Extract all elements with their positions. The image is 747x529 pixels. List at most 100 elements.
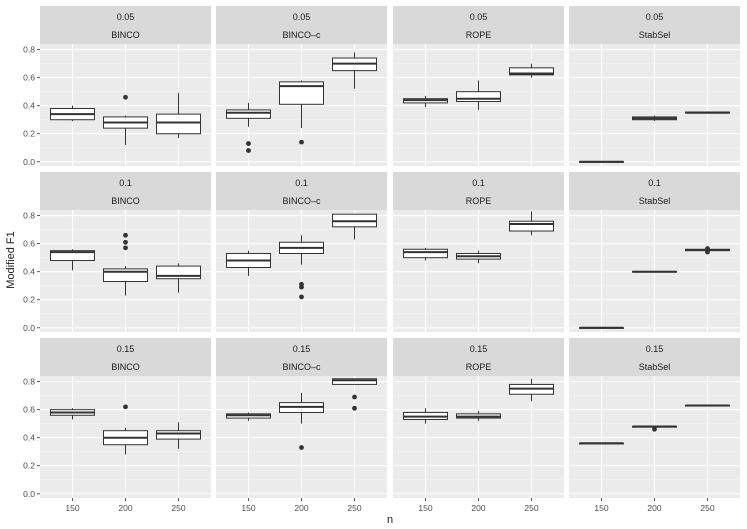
outlier-point bbox=[123, 245, 128, 251]
x-tick-label: 150 bbox=[418, 503, 432, 513]
outlier-point bbox=[652, 426, 657, 432]
panel-0.15-rope: 0.15 ROPE 150 200 250 bbox=[393, 338, 564, 513]
y-tick-label: 0.2 bbox=[23, 295, 35, 305]
panel-0.05-bincoc: 0.05 BINCO–c bbox=[216, 6, 387, 166]
panel-0.1-bincoc: 0.1 BINCO–c bbox=[216, 172, 387, 332]
facet-strip-row-label: 0.05 bbox=[117, 12, 135, 22]
box-150 bbox=[402, 408, 448, 424]
x-tick-label: 250 bbox=[347, 503, 361, 513]
outlier-point bbox=[299, 139, 304, 145]
box-iqr bbox=[225, 109, 271, 119]
box-250 bbox=[156, 422, 202, 449]
box-250 bbox=[509, 63, 555, 78]
facet-strip-method-label: BINCO–c bbox=[282, 30, 321, 40]
box-200 bbox=[456, 250, 501, 264]
facet-strip bbox=[393, 172, 564, 210]
box-iqr bbox=[332, 378, 378, 385]
facet-strip-row-label: 0.15 bbox=[117, 344, 135, 354]
facet-strip bbox=[40, 6, 211, 44]
x-tick-label: 200 bbox=[471, 503, 485, 513]
facet-strip-row-label: 0.05 bbox=[293, 12, 311, 22]
x-tick-label: 150 bbox=[594, 503, 608, 513]
box-150 bbox=[49, 408, 95, 420]
panel-0.05-stabsel: 0.05 StabSel bbox=[569, 6, 740, 166]
facet-strip bbox=[216, 338, 387, 376]
panel-0.05-rope: 0.05 ROPE bbox=[393, 6, 564, 166]
facet-strip-method-label: BINCO bbox=[111, 30, 140, 40]
box-250 bbox=[685, 111, 731, 114]
facet-strip bbox=[216, 172, 387, 210]
box-200 bbox=[103, 404, 148, 455]
box-150 bbox=[578, 442, 624, 445]
y-tick-label: 0.2 bbox=[23, 461, 35, 471]
box-iqr bbox=[49, 250, 95, 261]
outlier-point bbox=[123, 404, 128, 410]
box-200 bbox=[279, 392, 324, 450]
box-150 bbox=[402, 247, 448, 261]
y-tick-label: 0.8 bbox=[23, 45, 35, 55]
y-tick-label: 0.4 bbox=[23, 101, 35, 111]
y-tick-label: 0.6 bbox=[23, 405, 35, 415]
box-250 bbox=[156, 93, 202, 138]
facet-strip bbox=[393, 338, 564, 376]
facet-strip-row-label: 0.15 bbox=[470, 344, 488, 354]
box-iqr bbox=[456, 91, 501, 102]
facet-strip bbox=[569, 172, 740, 210]
x-tick-label: 200 bbox=[647, 503, 661, 513]
y-tick-label: 0.0 bbox=[23, 157, 35, 167]
facet-strip-row-label: 0.1 bbox=[119, 178, 132, 188]
y-tick-label: 0.2 bbox=[23, 129, 35, 139]
outlier-point bbox=[123, 239, 128, 245]
facet-strip-method-label: ROPE bbox=[466, 362, 492, 372]
y-tick-label: 0.8 bbox=[23, 377, 35, 387]
box-200 bbox=[279, 235, 324, 300]
facet-strip-method-label: BINCO–c bbox=[282, 362, 321, 372]
x-tick-label: 250 bbox=[524, 503, 538, 513]
box-200 bbox=[103, 232, 148, 296]
outlier-point bbox=[705, 246, 710, 251]
facet-strip-row-label: 0.15 bbox=[293, 344, 311, 354]
panel-0.05-binco: 0.05 BINCO 0.0 0.2 0.4 0.6 0.8 bbox=[23, 6, 211, 167]
box-250 bbox=[332, 52, 378, 89]
facet-strip bbox=[40, 338, 211, 376]
facet-strip-method-label: ROPE bbox=[466, 30, 492, 40]
outlier-point bbox=[705, 249, 710, 255]
y-tick-label: 0.0 bbox=[23, 489, 35, 499]
panel-0.15-stabsel: 0.15 StabSel 150 200 250 bbox=[569, 338, 740, 513]
x-tick-label: 250 bbox=[171, 503, 185, 513]
facet-strip bbox=[216, 6, 387, 44]
panel-0.15-binco: 0.15 BINCO 0.0 0.2 0.4 0.6 0.8 150 200 250 bbox=[23, 338, 211, 513]
panels-layer: 0.05 BINCO 0.0 0.2 0.4 0.6 0.8 0.05 BINCO–c 0.05 R… bbox=[23, 6, 740, 513]
outlier-point bbox=[299, 445, 304, 450]
facet-strip-row-label: 0.1 bbox=[295, 178, 308, 188]
x-axis-title: n bbox=[387, 514, 393, 526]
box-250 bbox=[685, 246, 731, 255]
box-iqr bbox=[509, 220, 555, 232]
box-200 bbox=[632, 270, 677, 273]
outlier-point bbox=[352, 394, 357, 400]
box-150 bbox=[402, 95, 448, 108]
panel-0.1-rope: 0.1 ROPE bbox=[393, 172, 564, 332]
box-250 bbox=[332, 213, 378, 240]
box-200 bbox=[279, 80, 324, 145]
facet-strip-method-label: BINCO–c bbox=[282, 196, 321, 206]
box-iqr bbox=[156, 430, 202, 440]
box-iqr bbox=[402, 248, 448, 259]
x-tick-label: 200 bbox=[118, 503, 132, 513]
x-tick-label: 150 bbox=[65, 503, 79, 513]
box-150 bbox=[49, 105, 95, 122]
box-150 bbox=[578, 160, 624, 163]
panel-0.1-binco: 0.1 BINCO 0.0 0.2 0.4 0.6 0.8 bbox=[23, 172, 211, 333]
box-150 bbox=[225, 412, 271, 421]
facet-strip-method-label: BINCO bbox=[111, 362, 140, 372]
facet-strip-row-label: 0.05 bbox=[646, 12, 664, 22]
box-150 bbox=[578, 326, 624, 329]
outlier-point bbox=[123, 94, 128, 100]
x-tick-label: 150 bbox=[241, 503, 255, 513]
y-tick-label: 0.0 bbox=[23, 323, 35, 333]
panel-0.15-bincoc: 0.15 BINCO–c 150 200 250 bbox=[216, 338, 387, 513]
box-200 bbox=[632, 425, 677, 432]
box-250 bbox=[685, 404, 731, 407]
box-150 bbox=[225, 102, 271, 153]
